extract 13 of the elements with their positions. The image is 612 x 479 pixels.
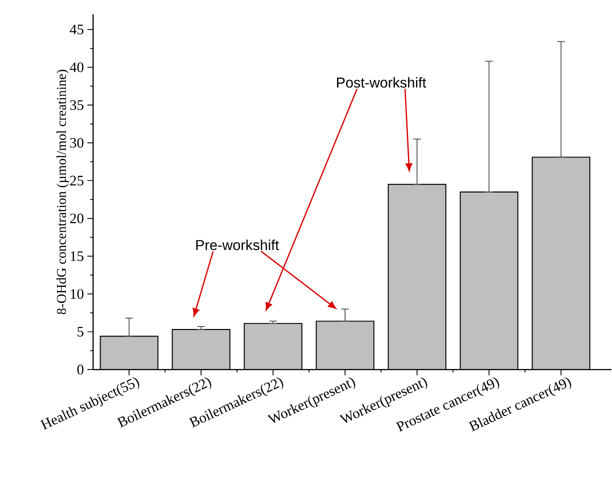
- annotation: Pre-workshift: [196, 240, 279, 250]
- y-tick-label: 15: [70, 251, 84, 262]
- y-tick-label: 10: [70, 289, 84, 299]
- y-tick-label: 40: [70, 62, 84, 72]
- y-tick-label: 0: [77, 364, 84, 374]
- y-tick-label: 25: [70, 176, 84, 186]
- y-tick-label: 20: [70, 214, 84, 224]
- annotation: Post-workshift: [337, 77, 426, 88]
- y-tick-label: 45: [70, 24, 84, 34]
- y-tick-label: 35: [70, 100, 84, 110]
- y-axis-title: 8-OHdG concentration (µmol/mol creatinine): [56, 70, 69, 314]
- y-tick-label: 30: [70, 138, 84, 148]
- y-tick-label: 5: [78, 326, 84, 337]
